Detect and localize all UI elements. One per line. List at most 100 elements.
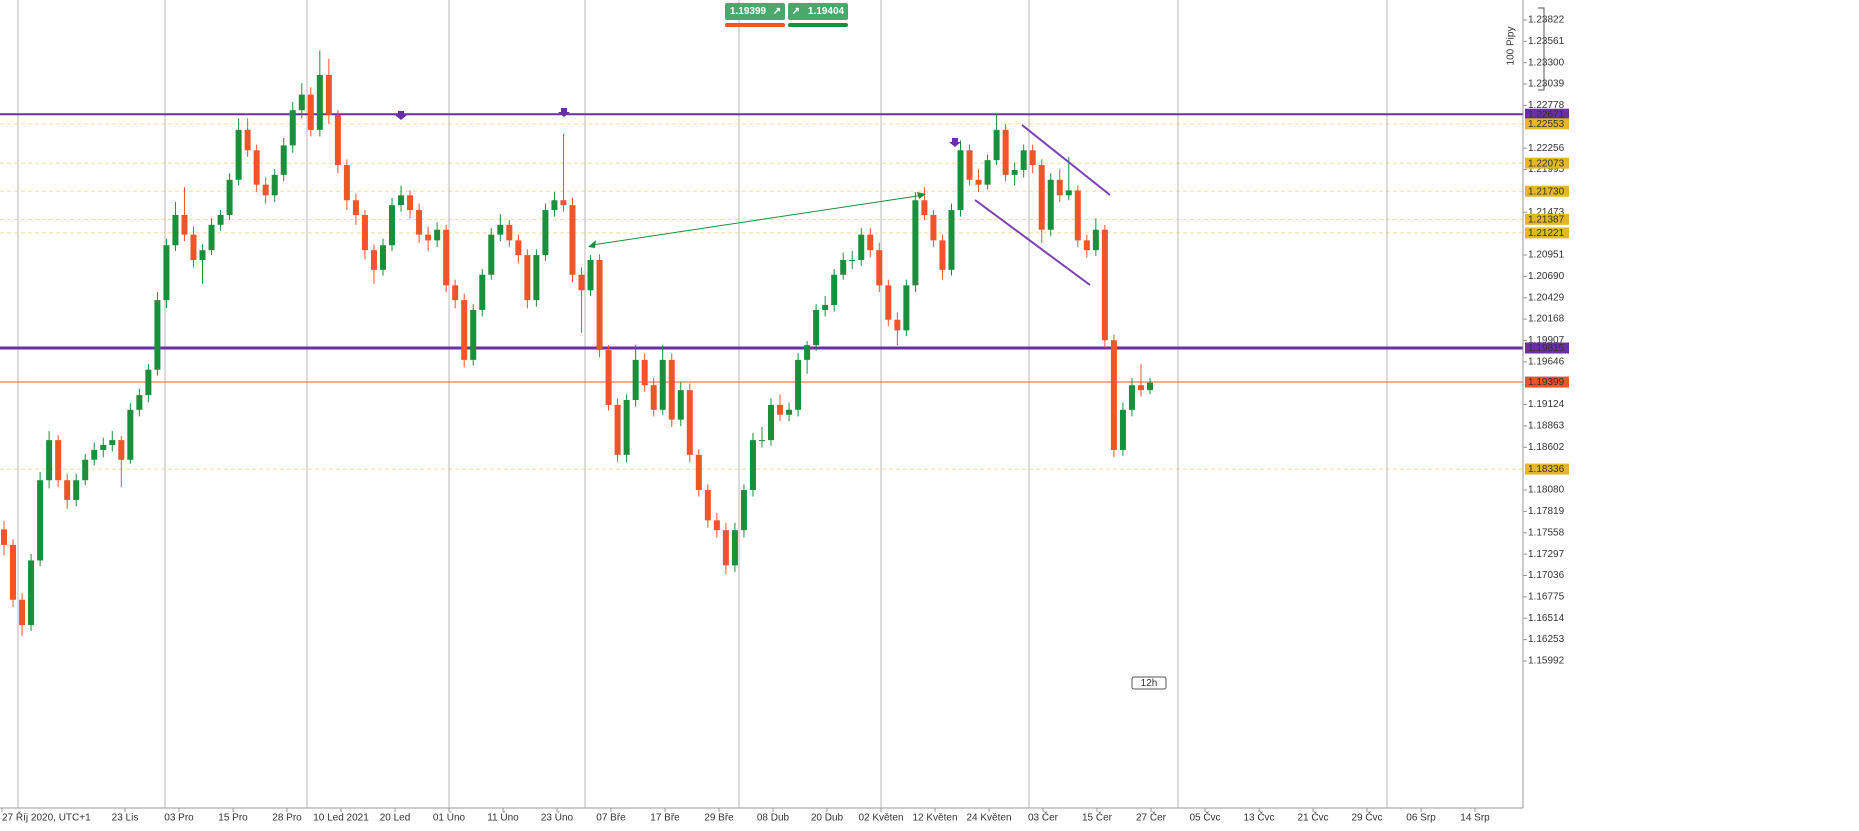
candle-body <box>930 214 937 241</box>
candle-body <box>307 94 314 130</box>
candle-body <box>975 179 982 185</box>
x-tick-label: 03 Čer <box>1028 811 1059 824</box>
candle-body <box>786 409 793 415</box>
candle-body <box>425 234 432 241</box>
level-badge <box>1525 376 1569 388</box>
candle-body <box>316 74 323 130</box>
y-tick-label: 1.23300 <box>1528 57 1565 68</box>
x-tick-label: 13 Čvc <box>1243 811 1274 824</box>
candle-body <box>488 234 495 275</box>
candle-body <box>686 390 693 455</box>
arrow-head <box>917 192 926 199</box>
time-axis: 27 Říj 2020, UTC+1 23 Lis 03 Pro 15 Pro 28 P… <box>1 808 1490 824</box>
candle-body <box>876 250 883 286</box>
arrow-head <box>588 240 596 248</box>
level-badge <box>1525 108 1569 120</box>
candle-body <box>1047 179 1054 230</box>
candle-body <box>118 440 125 460</box>
candle-body <box>389 205 396 246</box>
candle-body <box>1038 165 1045 230</box>
buy-price[interactable]: 1.19404 <box>808 6 845 17</box>
candles <box>1 50 1153 636</box>
sell-button[interactable]: 1.19399 ↗ <box>725 3 785 27</box>
y-tick-label: 1.20951 <box>1528 250 1565 261</box>
timeframe-label: 12h <box>1141 678 1158 689</box>
trend-line <box>591 194 925 246</box>
y-tick-label: 1.16514 <box>1528 613 1565 624</box>
candle-body <box>777 404 784 415</box>
sell-price[interactable]: 1.19399 <box>730 6 767 17</box>
candle-body <box>957 150 964 211</box>
x-tick-label: 24 Květen <box>966 813 1011 824</box>
candle-body <box>758 440 765 442</box>
price-axis: 1.23822 1.23561 1.23300 1.23039 1.22778 1.222… <box>1523 15 1565 667</box>
candle-body <box>822 305 829 310</box>
x-tick-label: 23 Lis <box>112 813 139 824</box>
x-tick-label: 27 Říj 2020, UTC+1 <box>2 811 91 824</box>
x-tick-label: 05 Čvc <box>1189 811 1220 824</box>
y-tick-label: 1.19907 <box>1528 335 1565 346</box>
candle-body <box>73 480 80 500</box>
timeframe-box <box>1131 676 1167 690</box>
candle-body <box>109 440 116 446</box>
candle-body <box>370 250 377 270</box>
marker <box>949 138 961 147</box>
candle-body <box>939 240 946 270</box>
x-tick-label: 08 Dub <box>757 813 790 824</box>
buy-icon[interactable]: ↗ <box>792 6 800 17</box>
x-tick-label: 20 Dub <box>811 813 844 824</box>
candle-body <box>91 449 98 460</box>
candle-body <box>37 480 44 561</box>
y-tick-label: 1.20690 <box>1528 271 1565 282</box>
y-tick-label: 1.22778 <box>1528 100 1565 111</box>
level-badge <box>1525 157 1569 169</box>
level-badge-label: 1.21221 <box>1528 228 1565 239</box>
candle-body <box>614 404 621 455</box>
candle-body <box>479 274 486 310</box>
candle-body <box>1110 340 1117 450</box>
level-badge <box>1525 118 1569 130</box>
x-tick-label: 11 Úno <box>487 811 519 824</box>
sell-icon[interactable]: ↗ <box>773 6 781 17</box>
level-badge <box>1525 185 1569 197</box>
candle-body <box>894 319 901 331</box>
candle-body <box>740 490 747 531</box>
x-tick-label: 17 Bře <box>650 813 680 824</box>
candle-body <box>1083 240 1090 251</box>
level-badge-label: 1.22553 <box>1528 119 1565 130</box>
y-tick-label: 1.16775 <box>1528 592 1565 603</box>
candle-body <box>912 200 919 286</box>
level-badge-label: 1.21387 <box>1528 214 1565 225</box>
buy-button[interactable]: ↗ 1.19404 <box>788 3 848 27</box>
x-tick-label: 15 Pro <box>218 813 248 824</box>
candle-body <box>253 150 260 185</box>
x-tick-label: 29 Bře <box>704 813 734 824</box>
level-badge <box>1525 227 1569 239</box>
candle-body <box>677 390 684 420</box>
candle-body <box>470 309 477 360</box>
buy-button-bg[interactable] <box>788 3 848 20</box>
candle-body <box>398 195 405 206</box>
candle-body <box>921 200 928 215</box>
level-badge <box>1525 463 1569 475</box>
candle-body <box>578 274 585 291</box>
candle-body <box>966 150 973 180</box>
candle-body <box>361 214 368 251</box>
candle-body <box>1119 409 1126 450</box>
candle-body <box>452 285 459 301</box>
level-badge-label: 1.22671 <box>1528 109 1565 120</box>
candle-body <box>641 359 648 386</box>
sell-button-bg[interactable] <box>725 3 785 20</box>
y-tick-label: 1.18863 <box>1528 421 1565 432</box>
candle-body <box>217 214 224 225</box>
candle-body <box>343 165 350 201</box>
x-tick-label: 20 Led <box>380 813 411 824</box>
y-tick-label: 1.23561 <box>1528 36 1565 47</box>
candle-body <box>334 115 341 166</box>
candle-body <box>659 359 666 410</box>
candle-body <box>993 129 1000 161</box>
candle-body <box>903 285 910 331</box>
candle-body <box>713 520 720 531</box>
candle-body <box>154 300 161 370</box>
